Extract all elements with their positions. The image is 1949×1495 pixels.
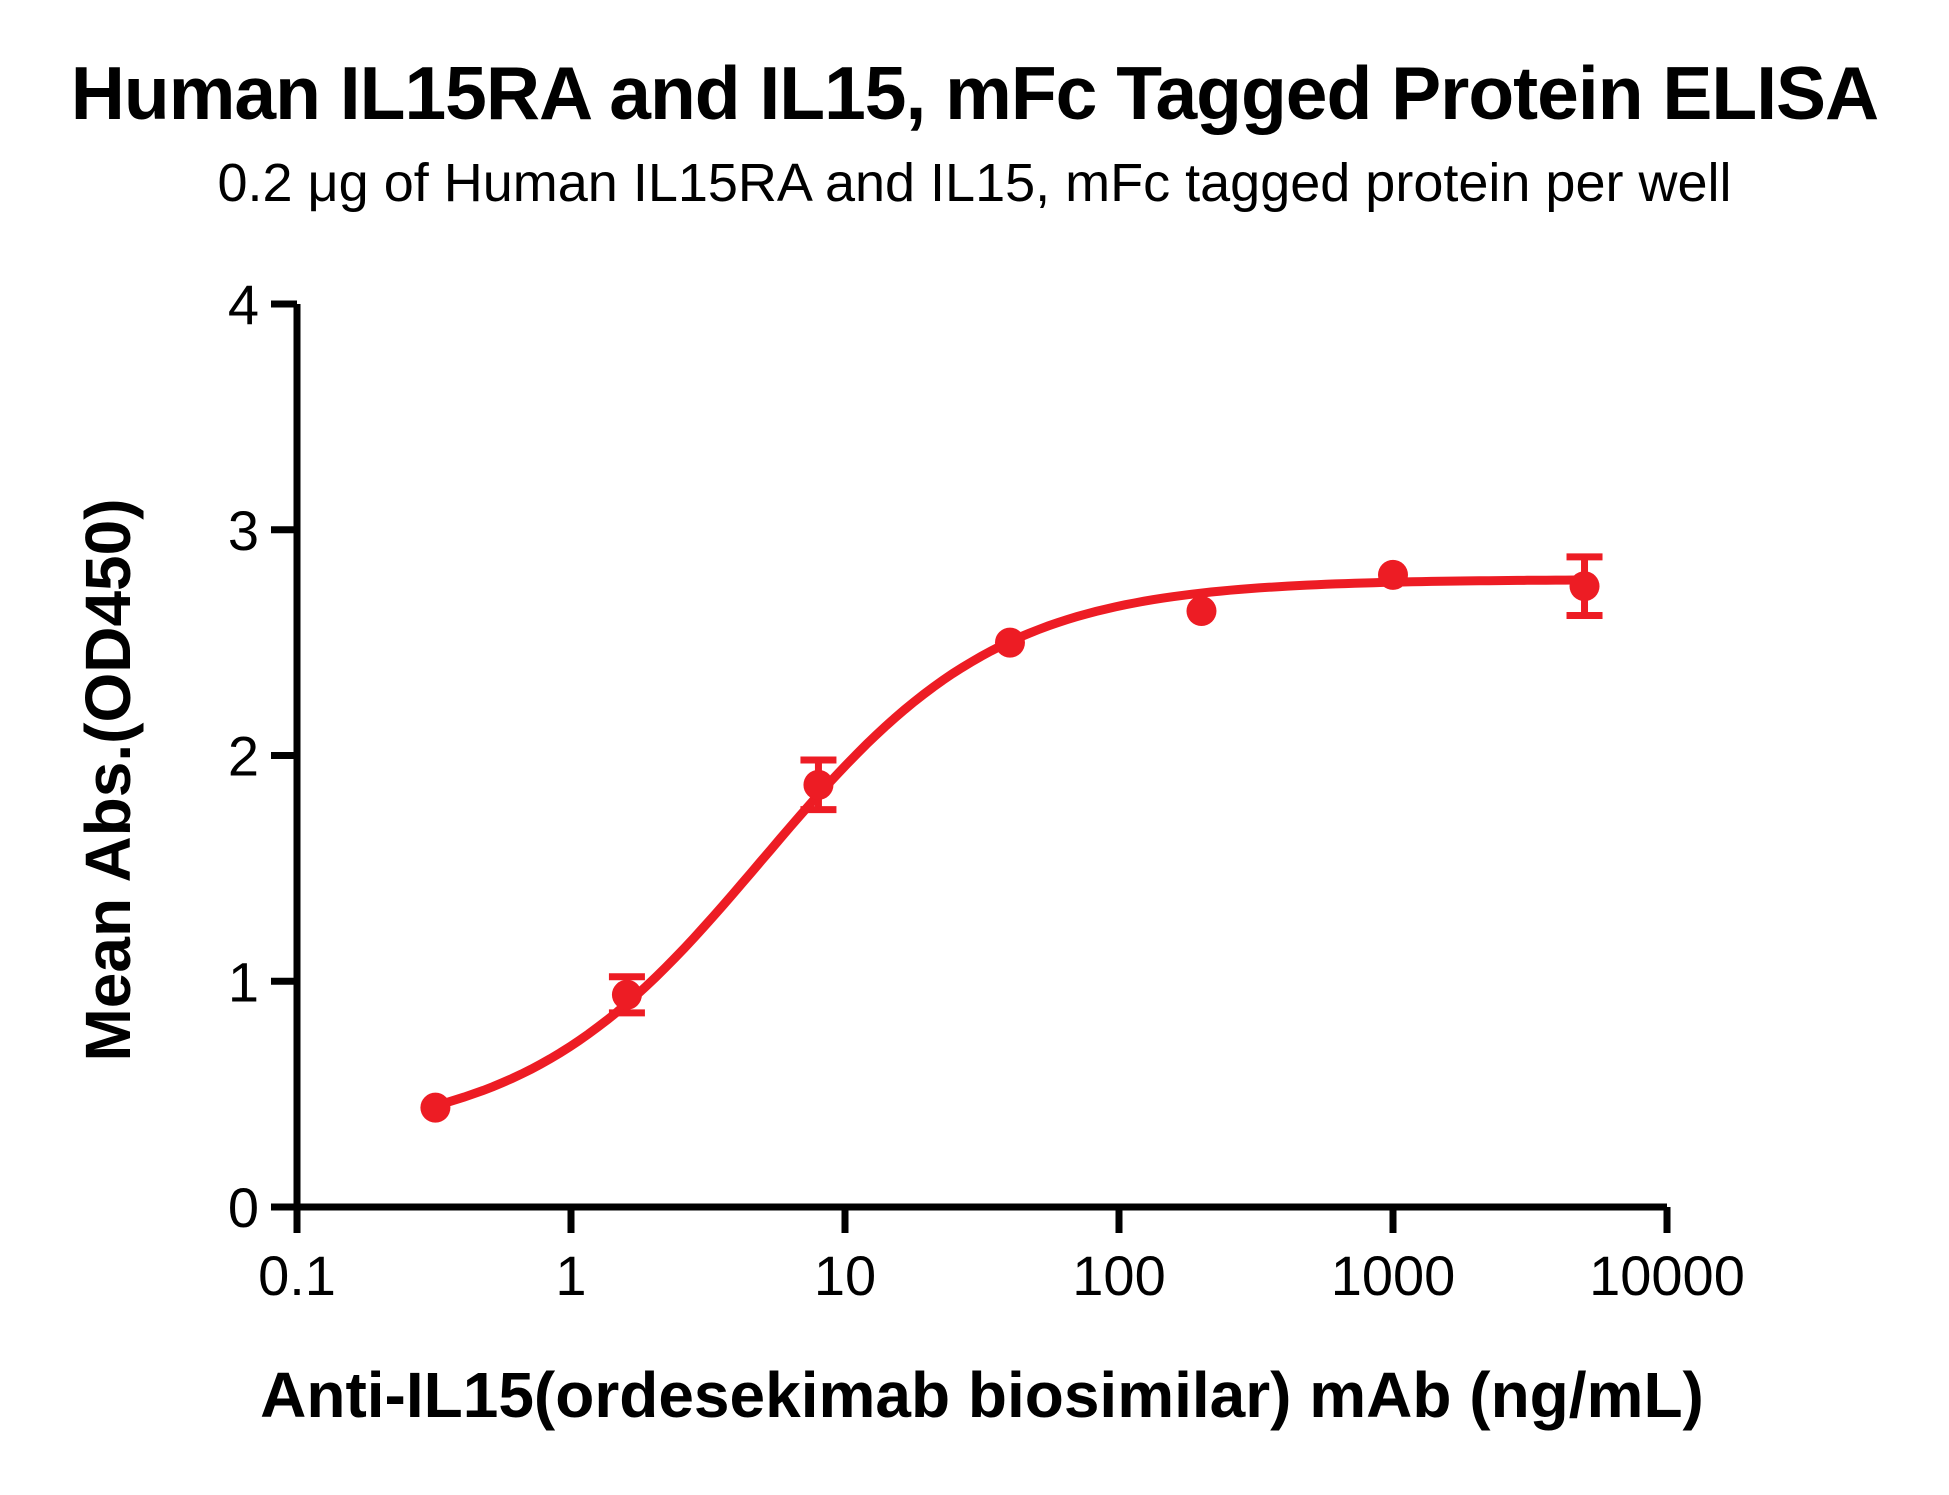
data-point-marker — [994, 627, 1025, 658]
data-point-marker — [803, 769, 834, 800]
chart-subtitle: 0.2 μg of Human IL15RA and IL15, mFc tag… — [217, 153, 1732, 213]
y-tick-label: 1 — [228, 950, 259, 1013]
data-point-marker — [420, 1092, 451, 1123]
data-point-marker — [1186, 596, 1217, 627]
y-tick-label: 3 — [228, 499, 259, 562]
x-tick-label: 10000 — [1589, 1244, 1745, 1307]
x-tick-label: 1 — [555, 1244, 586, 1307]
data-point-marker — [1569, 571, 1600, 602]
x-tick-label: 100 — [1072, 1244, 1165, 1307]
y-tick-label: 4 — [228, 273, 259, 336]
data-point-marker — [1378, 559, 1408, 590]
data-point-marker — [611, 979, 642, 1010]
chart-title: Human IL15RA and IL15, mFc Tagged Protei… — [70, 51, 1879, 135]
x-tick-label: 1000 — [1331, 1244, 1456, 1307]
x-tick-label: 10 — [814, 1244, 876, 1307]
x-axis-title: Anti-IL15(ordesekimab biosimilar) mAb (n… — [260, 1359, 1704, 1431]
y-tick-label: 0 — [228, 1176, 259, 1239]
y-tick-label: 2 — [228, 725, 259, 788]
fit-curve — [430, 575, 1589, 1111]
x-tick-label: 0.1 — [258, 1244, 336, 1307]
